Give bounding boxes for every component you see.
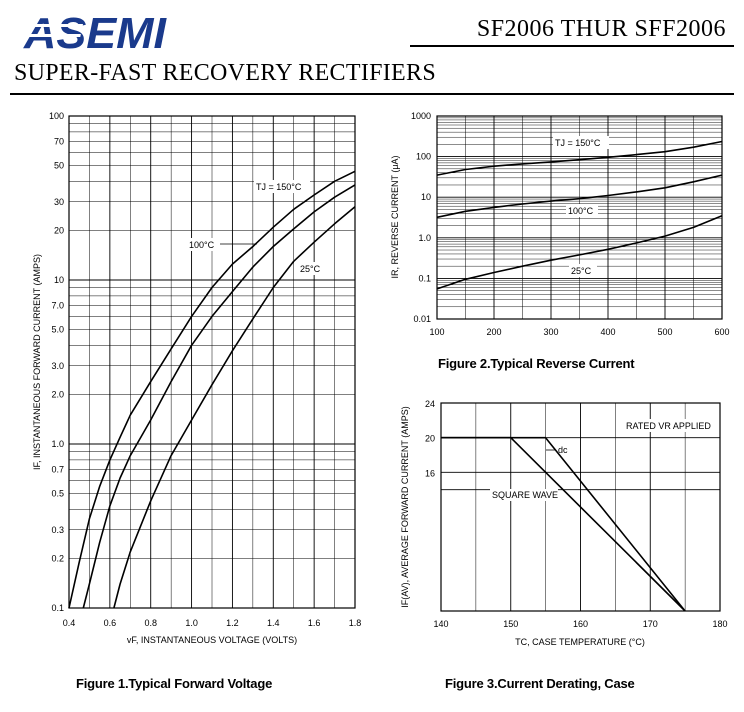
fig1-series-label-25: 25°C (300, 264, 321, 274)
fig1-series (68, 170, 356, 609)
fig1-label-bg-150 (254, 180, 310, 193)
fig2-series-label-100: 100°C (568, 206, 594, 216)
fig3-series-label-dc: dc (558, 445, 568, 455)
fig1-x-tick-label-2: 0.8 (144, 618, 157, 628)
fig2-x-tick-label-4: 500 (657, 327, 672, 337)
fig2-y-tick-label-2: 1.0 (418, 233, 431, 243)
fig3-frame (440, 402, 721, 612)
fig2-label-bg-25 (569, 264, 597, 277)
fig2-y-tick-label-1: 0.1 (418, 273, 431, 283)
fig3-y-tick-label-0: 24 (425, 399, 435, 409)
fig2-y-tick-label-3: 10 (421, 192, 431, 202)
fig1-y-tick-label-5: 1.0 (51, 439, 64, 449)
fig2-frame (436, 115, 723, 320)
fig3-caption: Figure 3.Current Derating, Case (445, 676, 635, 691)
fig1-y-tick-label-12: 30 (54, 197, 64, 207)
product-family-title: SUPER-FAST RECOVERY RECTIFIERS (14, 60, 436, 86)
fig3-series-line-0 (441, 436, 686, 612)
fig3-square-bg (490, 489, 558, 501)
fig2-label-bg-100 (566, 204, 598, 217)
fig3-rated-bg (624, 419, 716, 432)
fig2-y-tick-label-0: 0.01 (413, 314, 431, 324)
fig2-series-line-0 (436, 140, 723, 176)
fig2-tick-labels: 0.01 0.1 1.0 10 100 1000 100 200 300 400 500 600 (411, 111, 730, 337)
fig1-y-tick-label-13: 50 (54, 160, 64, 170)
fig1-y-tick-label-2: 0.3 (51, 525, 64, 535)
fig2-x-tick-label-1: 200 (486, 327, 501, 337)
fig1-x-tick-label-0: 0.4 (63, 618, 76, 628)
fig3-tick-labels: 24 20 16 140 150 160 170 180 (425, 399, 728, 629)
fig1-y-tick-label-8: 5.0 (51, 324, 64, 334)
fig3-y-axis-label: IF(AV), AVERAGE FORWARD CURRENT (AMPS) (400, 406, 410, 608)
fig2-series-line-1 (436, 174, 723, 219)
fig2-y-axis-label: IR, REVERSE CURRENT (μA) (390, 155, 400, 278)
fig3-x-tick-label-3: 170 (643, 619, 658, 629)
asemi-logo: ASEMI (20, 10, 167, 54)
fig1-x-tick-label-4: 1.2 (226, 618, 239, 628)
fig2-y-tick-label-4: 100 (416, 152, 431, 162)
fig1-y-tick-label-10: 10 (54, 275, 64, 285)
fig1-frame (68, 115, 356, 609)
fig1-y-tick-label-14: 70 (54, 136, 64, 146)
fig3-y-tick-label-2: 16 (425, 468, 435, 478)
fig1-y-tick-label-15: 100 (49, 111, 64, 121)
fig1-caption: Figure 1.Typical Forward Voltage (76, 676, 273, 691)
fig1-x-tick-label-5: 1.4 (267, 618, 280, 628)
part-number-range: SF2006 THUR SFF2006 (476, 16, 726, 42)
fig1-series-label-150: TJ = 150°C (256, 182, 302, 192)
fig1-series-label-100: 100°C (189, 240, 215, 250)
fig1-x-tick-label-6: 1.6 (308, 618, 321, 628)
fig1-label-bg-25 (298, 262, 328, 275)
fig1-y-tick-label-6: 2.0 (51, 390, 64, 400)
fig1-y-tick-label-3: 0.5 (51, 488, 64, 498)
fig2-x-tick-label-2: 300 (543, 327, 558, 337)
header-divider (410, 45, 734, 47)
fig1-y-tick-label-9: 7.0 (51, 300, 64, 310)
fig1-y-tick-label-0: 0.1 (51, 603, 64, 613)
fig3-y-tick-label-1: 20 (425, 434, 435, 444)
fig1-y-tick-label-11: 20 (54, 226, 64, 236)
fig2-x-tick-label-5: 600 (714, 327, 729, 337)
fig1-y-tick-label-1: 0.2 (51, 554, 64, 564)
fig2-x-tick-label-0: 100 (429, 327, 444, 337)
fig1-x-tick-label-1: 0.6 (104, 618, 117, 628)
fig2-series (436, 140, 723, 290)
fig3-annotation-square-wave: SQUARE WAVE (492, 490, 558, 500)
fig1-x-axis-label: vF, INSTANTANEOUS VOLTAGE (VOLTS) (127, 635, 297, 645)
fig3-series (441, 436, 686, 612)
fig2-x-tick-label-3: 400 (600, 327, 615, 337)
fig3-annotation-rated: RATED VR APPLIED (626, 421, 711, 431)
fig1-x-tick-label-3: 1.0 (185, 618, 198, 628)
fig3-x-tick-label-2: 160 (573, 619, 588, 629)
fig3-series-line-1 (441, 436, 686, 612)
fig3-x-tick-label-0: 140 (433, 619, 448, 629)
svg-text:ASEMI: ASEMI (23, 10, 167, 54)
fig3-x-axis-label: TC, CASE TEMPERATURE (°C) (515, 637, 645, 647)
fig1-label-bg-100 (187, 238, 219, 251)
fig1-x-tick-label-7: 1.8 (349, 618, 362, 628)
fig3-x-tick-label-1: 150 (503, 619, 518, 629)
fig2-series-line-2 (436, 214, 723, 290)
fig2-y-tick-label-5: 1000 (411, 111, 431, 121)
fig1-tick-labels: 0.1 0.2 0.3 0.5 0.7 1.0 2.0 3.0 5.0 7.0 10 20 30 50 70… (49, 111, 361, 628)
fig1-series-line-1 (82, 184, 356, 609)
fig2-series-label-25: 25°C (571, 266, 592, 276)
fig2-caption: Figure 2.Typical Reverse Current (438, 356, 635, 371)
fig3-x-tick-label-4: 180 (712, 619, 727, 629)
fig1-series-line-2 (113, 206, 356, 609)
title-divider (10, 93, 734, 95)
fig2-series-label-150: TJ = 150°C (555, 138, 601, 148)
fig1-y-tick-label-4: 0.7 (51, 464, 64, 474)
fig1-y-axis-label: IF, INSTANTANEOUS FORWARD CURRENT (AMPS) (32, 254, 42, 470)
fig2-label-bg-150 (553, 136, 609, 149)
fig1-y-tick-label-7: 3.0 (51, 361, 64, 371)
fig1-series-line-0 (68, 170, 356, 609)
